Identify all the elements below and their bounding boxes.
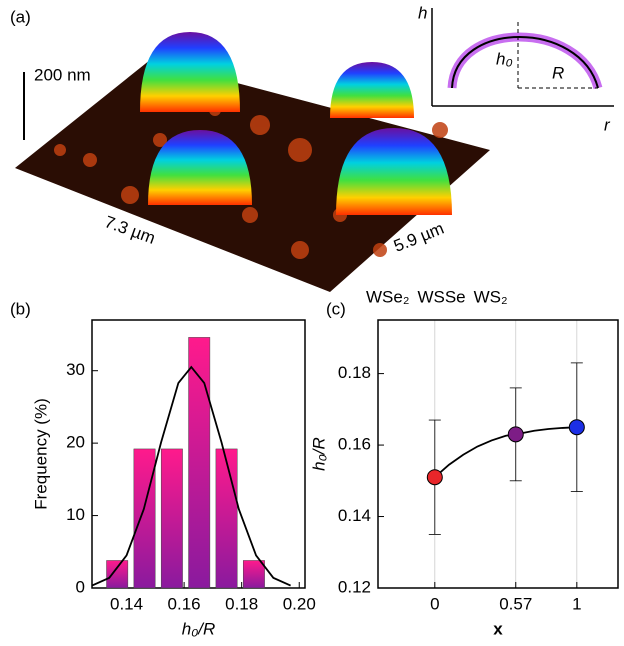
x-tick-label: 1	[572, 594, 581, 613]
y-axis-label: Frequency (%)	[31, 398, 50, 509]
inset-y-label: h	[418, 3, 427, 22]
x-tick-label: 0.57	[499, 594, 532, 613]
bar	[216, 449, 237, 588]
inset	[432, 8, 614, 106]
scale-bar-label: 200 nm	[34, 65, 91, 84]
point	[569, 420, 584, 435]
y-tick-label: 30	[66, 360, 85, 379]
point	[427, 470, 442, 485]
y-axis-label: h₀/R	[309, 437, 328, 471]
point	[508, 427, 523, 442]
panel-label: (a)	[10, 7, 31, 26]
y-tick-label: 0	[76, 577, 85, 596]
y-tick-label: 0.18	[338, 363, 371, 382]
bar	[107, 560, 128, 588]
x-tick-label: 0	[430, 594, 439, 613]
y-tick-label: 0.12	[338, 577, 371, 596]
inset-height-label: h₀	[496, 49, 513, 68]
y-tick-label: 0.14	[338, 506, 371, 525]
inset-x-label: r	[604, 115, 611, 134]
bar	[189, 337, 210, 588]
figure: (a) 200 nm 7.3 µm 5.9 µm h r h₀ R 0.140.…	[0, 0, 624, 646]
x-axis-label: x	[493, 619, 503, 638]
inset-radius-label: R	[552, 63, 564, 82]
x-tick-label: 0.20	[283, 594, 316, 613]
legend-label: WS₂	[474, 287, 508, 306]
panel-label: (b)	[10, 299, 31, 318]
y-tick-label: 10	[66, 505, 85, 524]
x-tick-label: 0.16	[168, 594, 201, 613]
bar	[161, 449, 182, 588]
legend-label: WSSe	[417, 287, 465, 306]
plot-frame	[378, 320, 618, 588]
x-tick-label: 0.14	[110, 594, 143, 613]
bar	[134, 449, 155, 588]
y-tick-label: 20	[66, 433, 85, 452]
bar	[243, 560, 264, 588]
legend-label: WSe₂	[366, 287, 409, 306]
panel-label: (c)	[326, 299, 346, 318]
y-tick-label: 0.16	[338, 435, 371, 454]
x-axis-label: h₀/R	[182, 619, 216, 638]
fit-curve	[435, 427, 577, 477]
x-tick-label: 0.18	[225, 594, 258, 613]
